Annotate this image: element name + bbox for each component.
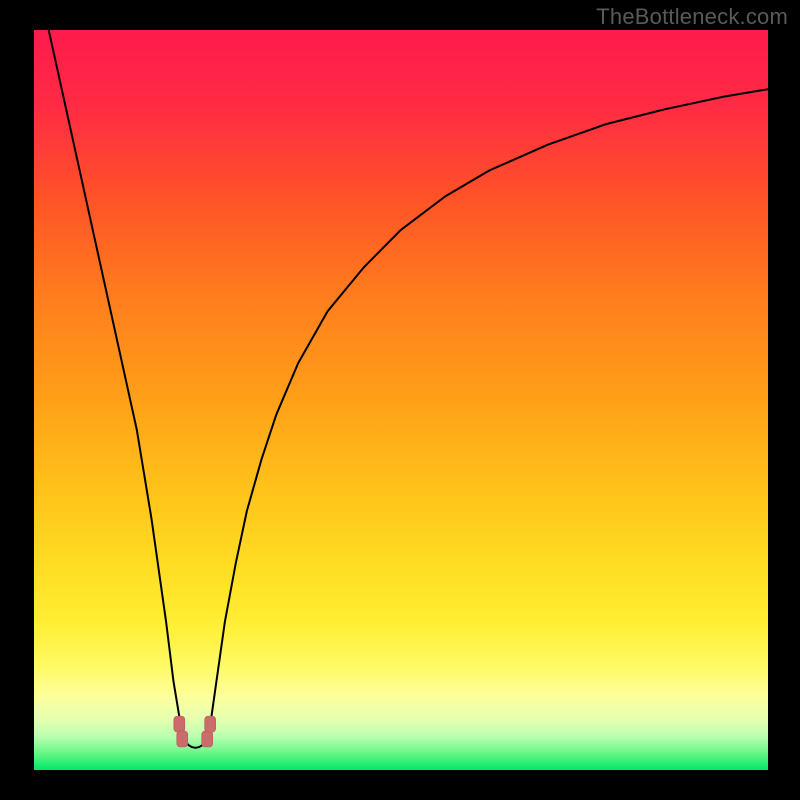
chart-background <box>34 30 768 770</box>
valley-marker <box>174 716 185 732</box>
valley-marker <box>202 731 213 747</box>
chart-container: TheBottleneck.com <box>0 0 800 800</box>
valley-marker <box>205 716 216 732</box>
chart-plot-area <box>34 30 768 770</box>
valley-marker <box>177 731 188 747</box>
watermark-text: TheBottleneck.com <box>596 4 788 30</box>
chart-svg <box>34 30 768 770</box>
